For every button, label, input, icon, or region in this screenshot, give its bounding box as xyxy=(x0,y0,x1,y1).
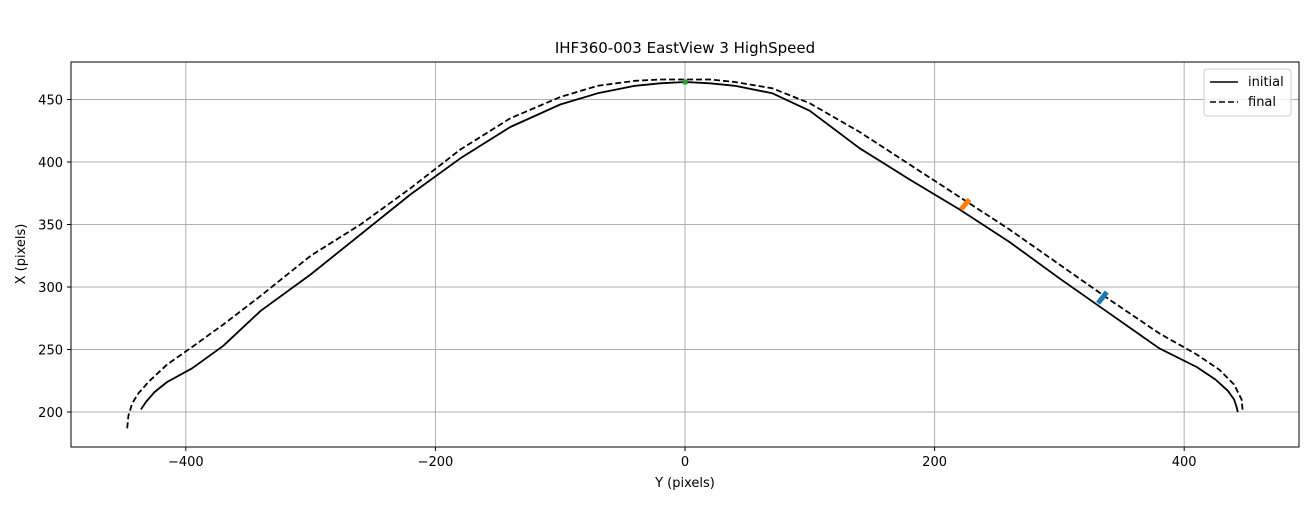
x-tick-label: 400 xyxy=(1172,455,1197,470)
grid xyxy=(71,62,1299,447)
x-axis-label: Y (pixels) xyxy=(654,476,715,491)
y-axis-label: X (pixels) xyxy=(14,224,29,285)
markers xyxy=(682,79,1109,305)
y-tick-label: 350 xyxy=(38,219,63,234)
x-tick-label: 200 xyxy=(922,455,947,470)
y-tick-label: 450 xyxy=(38,94,63,109)
ticks: −400 −200 0 200 400 200 250 300 350 400 450 xyxy=(38,94,1196,471)
series-line-final xyxy=(126,78,1244,429)
y-tick-label: 400 xyxy=(38,156,63,171)
legend-box xyxy=(1203,68,1292,117)
legend-label-initial: initial xyxy=(1248,75,1284,90)
x-tick-label: 0 xyxy=(681,455,689,470)
displacement-marker-3 xyxy=(1096,290,1109,305)
displacement-marker-2 xyxy=(958,197,972,212)
y-tick-label: 300 xyxy=(38,281,63,296)
series-line-initial xyxy=(140,81,1239,413)
series xyxy=(126,78,1244,429)
legend: initial final xyxy=(1203,68,1292,117)
chart-title: IHF360-003 EastView 3 HighSpeed xyxy=(555,39,815,57)
legend-label-final: final xyxy=(1248,95,1276,110)
x-tick-label: −200 xyxy=(418,455,454,470)
y-tick-label: 250 xyxy=(38,344,63,359)
x-tick-label: −400 xyxy=(168,455,204,470)
y-tick-label: 200 xyxy=(38,406,63,421)
